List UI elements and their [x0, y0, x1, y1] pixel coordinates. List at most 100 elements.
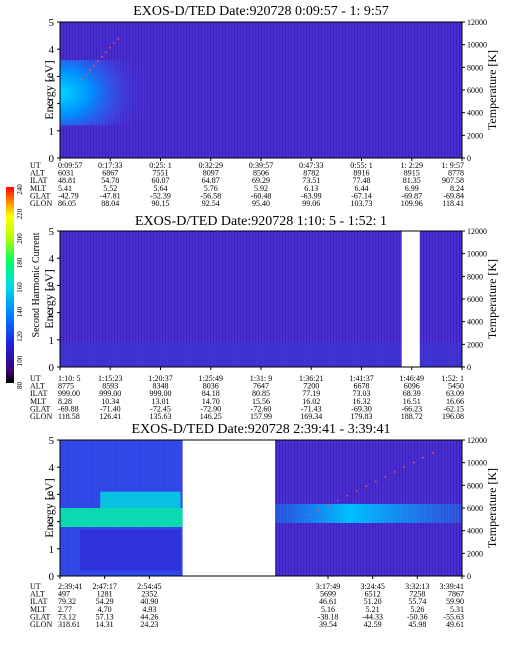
ephemeris-value: 40.90	[140, 597, 158, 606]
intensity-feature	[100, 491, 181, 508]
y-tick-label: 5	[49, 17, 55, 29]
temperature-point	[97, 60, 99, 63]
ephemeris-value: 0:55: 1	[350, 161, 372, 170]
colorbar-tick-label: 80	[16, 382, 24, 390]
ephemeris-value: 0:39:57	[249, 161, 273, 170]
ephemeris-value: 8097	[203, 169, 219, 178]
ephemeris-value: 86.05	[58, 199, 76, 208]
intensity-feature	[80, 529, 181, 571]
ephemeris-value: 5450	[448, 382, 464, 391]
ephemeris-value: 999.00	[58, 389, 80, 398]
ephemeris-value: 135.63	[150, 412, 172, 421]
ephemeris-value: -69.30	[351, 404, 372, 413]
colorbar-tick-label: 160	[16, 282, 24, 293]
ephemeris-value: 5.26	[410, 605, 424, 614]
ephemeris-value: 10.34	[101, 397, 119, 406]
temperature-point	[105, 51, 107, 54]
temperature-point	[117, 37, 119, 40]
ephemeris-value: 118.58	[58, 412, 80, 421]
spectrogram-panel: EXOS-D/TED Date:920728 1:10: 5 - 1:52: 1…	[30, 214, 499, 421]
ephemeris-value: -38.18	[318, 612, 339, 621]
temperature-point	[113, 42, 115, 45]
y2-tick-label: 10000	[467, 41, 487, 50]
ephemeris-value: 4.93	[142, 605, 156, 614]
panel-title: EXOS-D/TED Date:920728 1:10: 5 - 1:52: 1	[135, 214, 387, 229]
temperature-point	[346, 494, 349, 497]
ephemeris-value: -42.79	[58, 191, 79, 200]
colorbar-scale	[6, 187, 14, 383]
y2-tick-label: 0	[467, 154, 471, 163]
y2-axis-label: Temperature [K]	[485, 259, 499, 339]
ephemeris-value: 46.61	[319, 597, 337, 606]
ephemeris-value: -72.60	[251, 404, 272, 413]
ephemeris-row-label: MLT	[30, 397, 46, 406]
ephemeris-value: -71.43	[301, 404, 322, 413]
ephemeris-value: 5.92	[254, 184, 268, 193]
intensity-feature	[60, 342, 462, 367]
temperature-point	[422, 456, 425, 459]
ephemeris-value: 64.87	[202, 176, 220, 185]
y-tick-label: 2	[49, 517, 55, 529]
ephemeris-row-label: ILAT	[30, 597, 47, 606]
ephemeris-row-label: ILAT	[30, 389, 47, 398]
y2-tick-label: 6000	[467, 295, 483, 304]
ephemeris-value: 999.00	[99, 389, 121, 398]
ephemeris-value: 6678	[354, 382, 370, 391]
y-tick-label: 0	[49, 153, 55, 165]
ephemeris-value: 118.41	[442, 199, 464, 208]
ephemeris-value: 8778	[448, 169, 464, 178]
ephemeris-value: 3:17:49	[316, 582, 340, 591]
ephemeris-value: 3:39:41	[440, 582, 464, 591]
panel-title: EXOS-D/TED Date:920728 2:39:41 - 3:39:41	[132, 422, 391, 437]
y2-tick-label: 10000	[467, 250, 487, 259]
temperature-point	[308, 513, 311, 516]
y2-tick-label: 0	[467, 363, 471, 372]
y-tick-label: 5	[49, 435, 55, 447]
ephemeris-value: 1281	[97, 590, 113, 599]
y-tick-label: 4	[49, 44, 55, 56]
ephemeris-value: -63.99	[301, 191, 322, 200]
temperature-point	[109, 46, 111, 49]
ephemeris-value: 39.54	[319, 620, 337, 629]
ephemeris-value: 8915	[404, 169, 420, 178]
ephemeris-value: 3:32:13	[405, 582, 429, 591]
ephemeris-value: 24.23	[140, 620, 158, 629]
ephemeris-value: -50.36	[407, 612, 428, 621]
y-tick-label: 0	[49, 571, 55, 583]
ephemeris-value: 84.18	[202, 389, 220, 398]
ephemeris-value: 8506	[253, 169, 269, 178]
y2-tick-label: 6000	[467, 86, 483, 95]
intensity-feature	[60, 60, 149, 126]
spectrogram-panel: EXOS-D/TED Date:920728 2:39:41 - 3:39:41…	[30, 422, 499, 629]
colorbar-tick-label: 180	[16, 257, 24, 268]
y-tick-label: 2	[49, 99, 55, 111]
ephemeris-value: -69.84	[443, 191, 464, 200]
y-tick-label: 1	[49, 335, 55, 347]
ephemeris-value: 6.99	[405, 184, 419, 193]
ephemeris-value: 49.61	[446, 620, 464, 629]
intensity-feature	[275, 503, 462, 523]
ephemeris-value: 1:25:49	[199, 374, 223, 383]
data-gap	[401, 230, 420, 368]
temperature-point	[393, 471, 396, 473]
ephemeris-row-label: GLAT	[30, 404, 51, 413]
ephemeris-value: -72.45	[150, 404, 171, 413]
ephemeris-value: 51.20	[364, 597, 382, 606]
ephemeris-value: 1:41:37	[349, 374, 373, 383]
colorbar-tick-label: 120	[16, 331, 24, 342]
y2-tick-label: 0	[467, 572, 471, 581]
y-tick-label: 0	[49, 362, 55, 374]
temperature-point	[89, 69, 91, 72]
ephemeris-value: 5699	[320, 590, 336, 599]
ephemeris-value: 103.73	[351, 199, 373, 208]
ephemeris-value: -67.14	[351, 191, 372, 200]
ephemeris-value: 1:10: 5	[58, 374, 80, 383]
temperature-point	[384, 475, 387, 478]
ephemeris-value: -56.58	[200, 191, 221, 200]
ephemeris-value: 6031	[58, 169, 74, 178]
ephemeris-value: 14.31	[96, 620, 114, 629]
ephemeris-row-label: UT	[30, 582, 41, 591]
ephemeris-value: 1:46:49	[400, 374, 424, 383]
ephemeris-value: 1:20:37	[148, 374, 172, 383]
